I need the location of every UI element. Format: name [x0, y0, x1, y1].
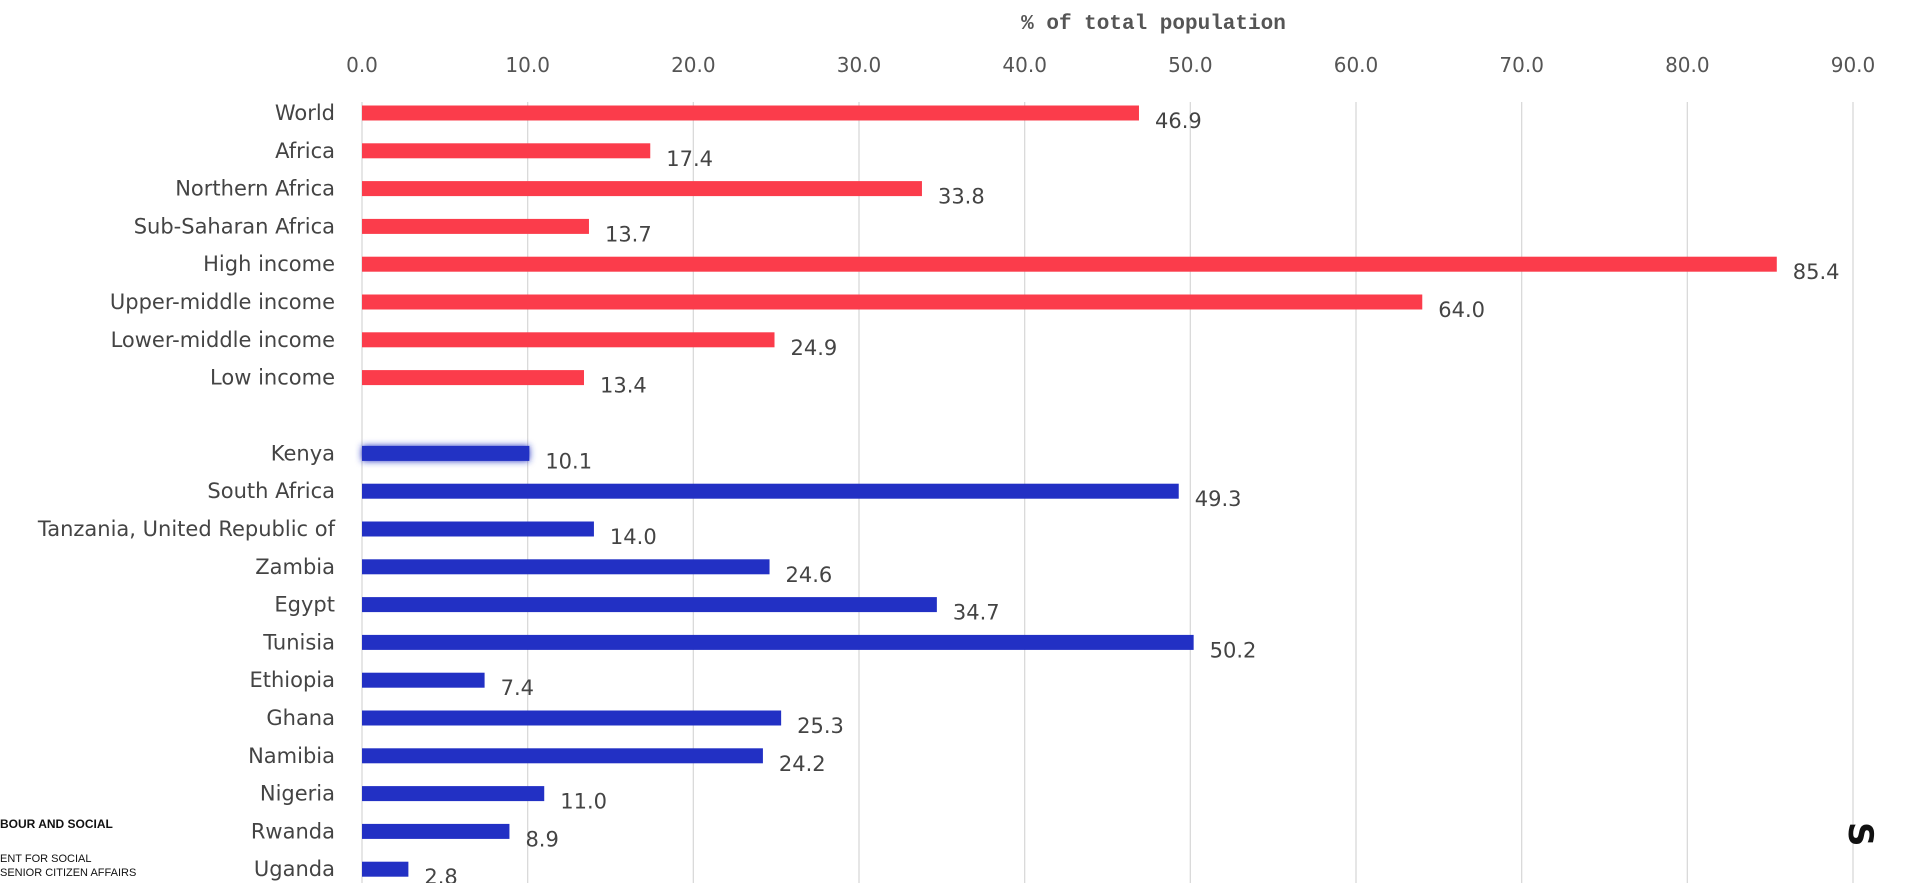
data-label: 24.9 — [791, 336, 838, 360]
category-label: Lower-middle income — [111, 328, 335, 352]
data-label: 50.2 — [1210, 638, 1257, 662]
data-label: 10.1 — [545, 449, 592, 473]
bar-lower-middle-income — [362, 332, 775, 348]
data-label: 24.6 — [786, 563, 833, 587]
category-label: Rwanda — [251, 819, 335, 843]
bar-uganda — [362, 861, 409, 877]
category-label: Ethiopia — [249, 668, 335, 692]
x-tick-label: 20.0 — [671, 53, 716, 77]
category-label: South Africa — [207, 479, 335, 503]
x-tick-label: 60.0 — [1334, 53, 1379, 77]
category-label: Egypt — [274, 593, 335, 617]
x-tick-label: 30.0 — [837, 53, 882, 77]
bar-nigeria — [362, 786, 545, 802]
x-tick-label: 90.0 — [1831, 53, 1876, 77]
bar-northern-africa — [362, 181, 922, 197]
bar-namibia — [362, 748, 763, 764]
x-tick-label: 70.0 — [1499, 53, 1544, 77]
x-axis-title: % of total population — [1021, 13, 1286, 36]
bar-high-income — [362, 256, 1777, 272]
footer-dept-line-2: SENIOR CITIZEN AFFAIRS — [0, 867, 137, 879]
data-label: 7.4 — [501, 676, 534, 700]
bar-kenya — [362, 445, 530, 461]
x-tick-label: 50.0 — [1168, 53, 1213, 77]
category-label: Sub-Saharan Africa — [134, 214, 335, 238]
data-label: 11.0 — [560, 790, 607, 814]
x-tick-label: 0.0 — [346, 53, 378, 77]
data-label: 85.4 — [1793, 260, 1840, 284]
bar-upper-middle-income — [362, 294, 1423, 310]
bar-egypt — [362, 597, 937, 613]
x-tick-label: 40.0 — [1002, 53, 1047, 77]
data-label: 46.9 — [1155, 109, 1202, 133]
category-label: Nigeria — [260, 782, 335, 806]
category-label: Upper-middle income — [110, 290, 335, 314]
bar-zambia — [362, 559, 770, 575]
data-label: 17.4 — [666, 147, 713, 171]
data-label: 13.7 — [605, 222, 652, 246]
bar-sub-saharan-africa — [362, 218, 589, 234]
edge-logo-mark: S — [1840, 822, 1880, 847]
footer-dept-line-1: ENT FOR SOCIAL — [0, 853, 92, 865]
category-label: Zambia — [255, 555, 335, 579]
category-label: World — [275, 101, 335, 125]
category-label: Namibia — [248, 744, 335, 768]
data-label: 14.0 — [610, 525, 657, 549]
category-label: Kenya — [271, 441, 335, 465]
bar-africa — [362, 143, 651, 159]
category-label: Low income — [210, 366, 335, 390]
data-label: 34.7 — [953, 601, 1000, 625]
data-label: 64.0 — [1438, 298, 1485, 322]
category-label: Ghana — [266, 706, 335, 730]
bar-tanzania-united-republic-of — [362, 521, 594, 537]
bar-ethiopia — [362, 672, 485, 688]
data-label: 8.9 — [525, 827, 558, 851]
bar-tunisia — [362, 634, 1194, 650]
data-label: 13.4 — [600, 374, 647, 398]
bar-world — [362, 105, 1139, 121]
category-label: Africa — [275, 139, 335, 163]
bar-ghana — [362, 710, 782, 726]
data-label: 2.8 — [424, 865, 457, 883]
data-label: 33.8 — [938, 185, 985, 209]
footer-org-fragment: BOUR AND SOCIAL — [0, 817, 113, 831]
data-label: 25.3 — [797, 714, 844, 738]
data-label: 49.3 — [1195, 487, 1242, 511]
category-label: High income — [203, 252, 335, 276]
x-tick-label: 80.0 — [1665, 53, 1710, 77]
data-label: 24.2 — [779, 752, 826, 776]
category-label: Tunisia — [262, 630, 335, 654]
x-tick-label: 10.0 — [505, 53, 550, 77]
category-label: Northern Africa — [175, 177, 335, 201]
category-label: Uganda — [254, 857, 335, 881]
category-label: Tanzania, United Republic of — [37, 517, 336, 541]
bar-rwanda — [362, 823, 510, 839]
bar-low-income — [362, 370, 584, 386]
bar-south-africa — [362, 483, 1179, 499]
